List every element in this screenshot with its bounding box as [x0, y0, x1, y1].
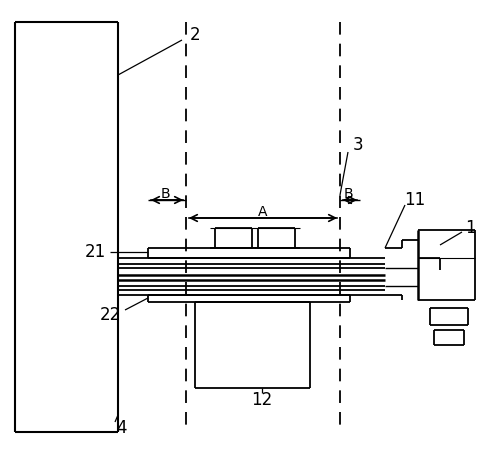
Text: 22: 22	[99, 306, 120, 324]
Text: 12: 12	[251, 391, 272, 409]
Text: B: B	[160, 187, 169, 201]
Text: 3: 3	[352, 136, 363, 154]
Text: 4: 4	[117, 419, 127, 437]
Text: B: B	[343, 187, 352, 201]
Text: 1: 1	[464, 219, 474, 237]
Text: A: A	[258, 205, 267, 219]
Text: 2: 2	[189, 26, 200, 44]
Text: 21: 21	[84, 243, 105, 261]
Text: 11: 11	[404, 191, 425, 209]
